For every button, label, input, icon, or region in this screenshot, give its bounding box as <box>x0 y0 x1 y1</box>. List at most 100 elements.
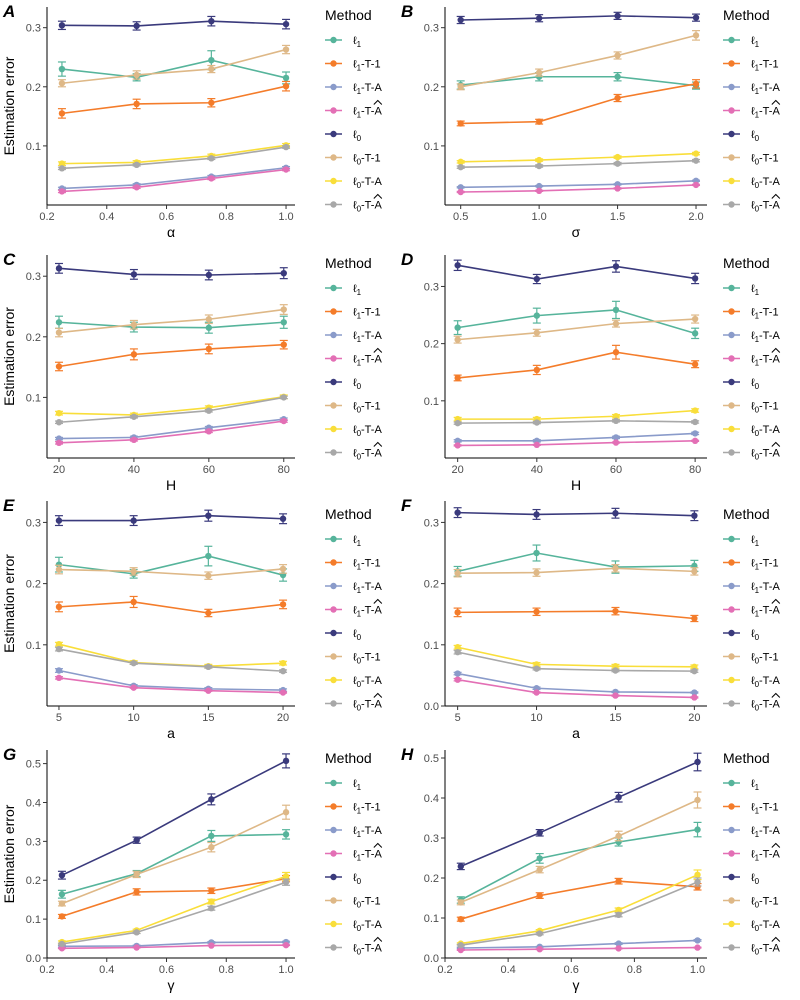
x-tick-label: 20 <box>277 712 289 724</box>
data-point <box>454 644 461 651</box>
legend-label: ℓ1-T-A <box>353 849 382 863</box>
legend-label: ℓ0-T-A <box>751 176 780 190</box>
data-point <box>691 667 698 675</box>
legend-key-point <box>330 378 337 386</box>
panel-c: C 0.1 0.2 0.3 20 40 60 80 H Estimation error Metho… <box>1 250 382 493</box>
data-point <box>208 175 215 182</box>
data-point <box>130 351 138 358</box>
data-point <box>533 549 540 557</box>
data-point <box>205 407 213 414</box>
y-tick-label: 0.2 <box>424 339 439 351</box>
series-5 <box>453 314 700 344</box>
legend-title: Method <box>325 506 372 522</box>
series-6 <box>456 150 701 166</box>
data-point <box>612 320 620 327</box>
series-line <box>58 514 284 522</box>
data-point <box>694 871 701 878</box>
series-7 <box>54 645 288 675</box>
legend-label: ℓ1-T-1 <box>751 802 779 816</box>
y-tick-label: 0.1 <box>424 396 439 408</box>
data-point <box>536 930 543 937</box>
y-tick-label: 0.3 <box>26 836 41 848</box>
data-point <box>457 863 464 870</box>
data-point <box>612 413 620 420</box>
legend-label: ℓ1-T-1 <box>751 59 779 73</box>
series-line <box>61 877 287 918</box>
series-line <box>457 409 696 420</box>
series-line <box>460 75 697 87</box>
series-line <box>58 418 284 440</box>
y-axis-label: Estimation error <box>1 56 17 155</box>
legend: Method ℓ1 ℓ1-T-1 ℓ1-T-A ℓ1-T-A ℓ0 ℓ0-T-1 ℓ0-T-A… <box>723 750 780 957</box>
data-point <box>614 94 621 102</box>
data-point <box>130 684 137 691</box>
x-tick-label: 40 <box>531 464 543 476</box>
x-tick-label: 40 <box>128 464 140 476</box>
data-point <box>280 319 287 326</box>
series-4 <box>453 259 700 285</box>
legend-key-point <box>728 873 735 881</box>
x-axis-label: γ <box>168 977 175 993</box>
data-point <box>454 324 461 331</box>
series-line <box>58 648 284 672</box>
series-line <box>61 48 287 85</box>
legend-label: ℓ1 <box>353 778 362 792</box>
legend-key-point <box>728 36 735 44</box>
data-point <box>454 419 461 427</box>
legend-label: ℓ1-T-A <box>353 825 382 839</box>
y-tick-label: 0.3 <box>26 23 41 35</box>
data-point <box>282 878 290 886</box>
data-point <box>208 942 215 949</box>
panel-f: F 0.0 0.1 0.2 0.3 5 10 15 20 a Method ℓ1 ℓ1-T-1 ℓ1-T-… <box>401 496 780 741</box>
data-point <box>694 878 701 886</box>
legend-key-point <box>330 284 337 292</box>
legend-title: Method <box>723 7 770 23</box>
x-tick-label: 0.6 <box>159 964 174 976</box>
data-point <box>615 945 622 952</box>
series-line <box>61 760 287 876</box>
data-point <box>533 275 541 283</box>
data-point <box>457 946 464 954</box>
series-4 <box>57 15 291 31</box>
y-tick-label: 0.3 <box>424 281 439 293</box>
legend-key-point <box>330 36 337 44</box>
x-tick-label: 0.8 <box>219 964 234 976</box>
series-line <box>460 946 698 951</box>
legend-key-point <box>728 676 735 684</box>
data-point <box>691 694 698 701</box>
data-point <box>205 428 213 435</box>
data-point <box>208 56 215 64</box>
data-point <box>692 80 700 88</box>
legend-label: ℓ1-T-A <box>751 330 780 344</box>
x-tick-label: 1.5 <box>610 211 625 223</box>
series-0 <box>57 829 291 899</box>
data-point <box>205 687 212 694</box>
legend-label: ℓ0-T-A <box>751 699 780 713</box>
data-point <box>691 689 698 696</box>
data-point <box>533 329 541 336</box>
series-line <box>460 184 697 193</box>
legend-label: ℓ0-T-A <box>751 424 780 438</box>
data-point <box>208 17 215 25</box>
legend-key-point <box>330 629 337 637</box>
legend-key-point <box>728 559 735 566</box>
x-tick-label: 1.0 <box>278 964 293 976</box>
legend-label: ℓ0-T-A <box>353 200 382 214</box>
series-line <box>457 264 696 280</box>
data-point <box>614 153 621 161</box>
series-line <box>460 828 698 901</box>
data-point <box>454 670 461 677</box>
legend-label: ℓ1-T-A <box>751 106 780 120</box>
x-tick-label: 0.5 <box>453 211 468 223</box>
panel-letter: H <box>401 745 414 764</box>
data-point <box>282 166 290 173</box>
panel-g: G 0.0 0.1 0.2 0.3 0.4 0.5 0.2 0.4 0.6 0.8 1.0 γ Estim… <box>1 745 382 993</box>
series-line <box>61 881 287 945</box>
data-point <box>280 417 287 425</box>
data-point <box>130 517 137 524</box>
legend-label: ℓ0 <box>353 628 362 642</box>
x-tick-label: 0.6 <box>159 211 174 223</box>
data-point <box>133 100 140 108</box>
legend-label: ℓ0-T-1 <box>353 652 381 666</box>
